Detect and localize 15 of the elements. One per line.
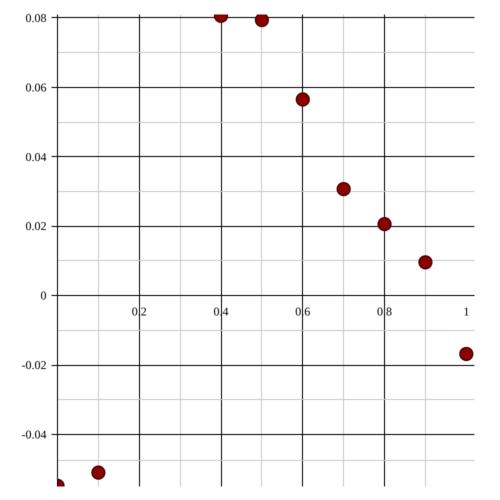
point xyxy=(254,14,270,28)
point xyxy=(336,182,351,196)
x-tick-label: 1 xyxy=(463,304,470,319)
y-tick-label: -0.02 xyxy=(22,358,47,372)
y-tick-label: 0.06 xyxy=(26,80,46,94)
y-tick-label: 0.02 xyxy=(26,219,46,234)
point xyxy=(91,466,106,480)
point xyxy=(459,346,474,362)
y-tick-label: 0 xyxy=(40,288,46,303)
point xyxy=(418,255,433,270)
y-tick-label: 0.08 xyxy=(26,10,46,25)
point xyxy=(296,92,310,107)
y-tick-label: 0.04 xyxy=(26,150,46,164)
y-tick-label: -0.04 xyxy=(22,427,47,442)
point xyxy=(377,217,392,232)
